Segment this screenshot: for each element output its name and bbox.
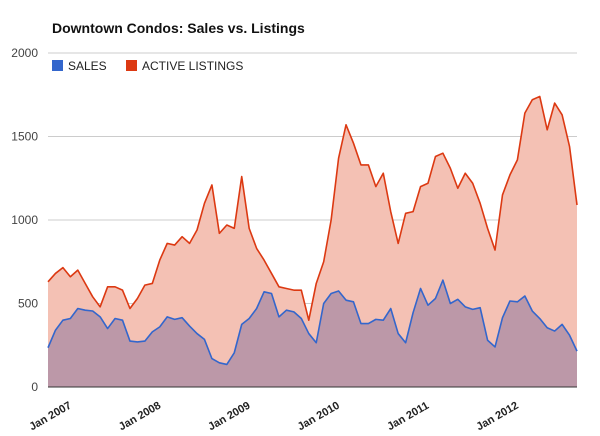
legend-swatch-sales bbox=[52, 60, 63, 71]
legend-item-sales[interactable]: SALES bbox=[52, 59, 107, 73]
x-tick-label-jan-2007: Jan 2007 bbox=[27, 400, 73, 434]
area-sales bbox=[48, 280, 577, 387]
y-tick-label-2000: 2000 bbox=[11, 46, 38, 60]
line-active-listings[interactable] bbox=[47, 95, 578, 322]
y-tick-label-1000: 1000 bbox=[11, 213, 38, 227]
x-tick-label-jan-2011: Jan 2011 bbox=[385, 400, 431, 433]
x-tick-label-jan-2008: Jan 2008 bbox=[117, 400, 163, 434]
y-tick-label-500: 500 bbox=[18, 297, 38, 311]
legend-item-active-listings[interactable]: ACTIVE LISTINGS bbox=[126, 59, 243, 73]
x-tick-label-jan-2009: Jan 2009 bbox=[206, 400, 252, 434]
legend-swatch-active-listings bbox=[126, 60, 137, 71]
series-areas bbox=[48, 96, 577, 388]
y-axis-ticks: 0 500 1000 1500 2000 bbox=[11, 46, 38, 394]
chart-title: Downtown Condos: Sales vs. Listings bbox=[52, 20, 305, 36]
line-sales[interactable] bbox=[47, 279, 578, 366]
y-tick-label-0: 0 bbox=[31, 380, 38, 394]
legend-label-sales: SALES bbox=[68, 59, 107, 73]
series-lines bbox=[47, 95, 578, 366]
y-tick-label-1500: 1500 bbox=[11, 130, 38, 144]
legend-label-active-listings: ACTIVE LISTINGS bbox=[142, 59, 243, 73]
x-tick-label-jan-2010: Jan 2010 bbox=[296, 400, 342, 434]
x-tick-label-jan-2012: Jan 2012 bbox=[474, 400, 520, 434]
x-axis-ticks: Jan 2007 Jan 2008 Jan 2009 Jan 2010 Jan 2011… bbox=[27, 400, 520, 434]
legend: SALES ACTIVE LISTINGS bbox=[52, 59, 243, 73]
